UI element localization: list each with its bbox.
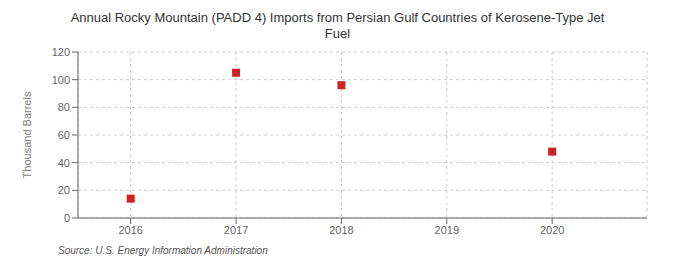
svg-text:2016: 2016: [118, 224, 142, 236]
svg-text:2018: 2018: [329, 224, 353, 236]
svg-text:0: 0: [64, 212, 70, 224]
svg-text:40: 40: [58, 157, 70, 169]
svg-text:2017: 2017: [224, 224, 248, 236]
svg-text:2020: 2020: [540, 224, 564, 236]
html-text:Fuel: Fuel: [324, 26, 351, 41]
svg-text:Thousand Barrels: Thousand Barrels: [21, 91, 33, 178]
svg-text:80: 80: [58, 101, 70, 113]
html-text:Source: U.S. Energy Informatio: Source: U.S. Energy Information Administ…: [58, 245, 268, 256]
svg-text:100: 100: [52, 74, 70, 86]
svg-text:2019: 2019: [435, 224, 459, 236]
svg-text:60: 60: [58, 129, 70, 141]
svg-text:120: 120: [52, 46, 70, 58]
html-text:Annual Rocky Mountain (PADD 4): Annual Rocky Mountain (PADD 4) Imports f…: [70, 10, 605, 25]
svg-text:20: 20: [58, 184, 70, 196]
